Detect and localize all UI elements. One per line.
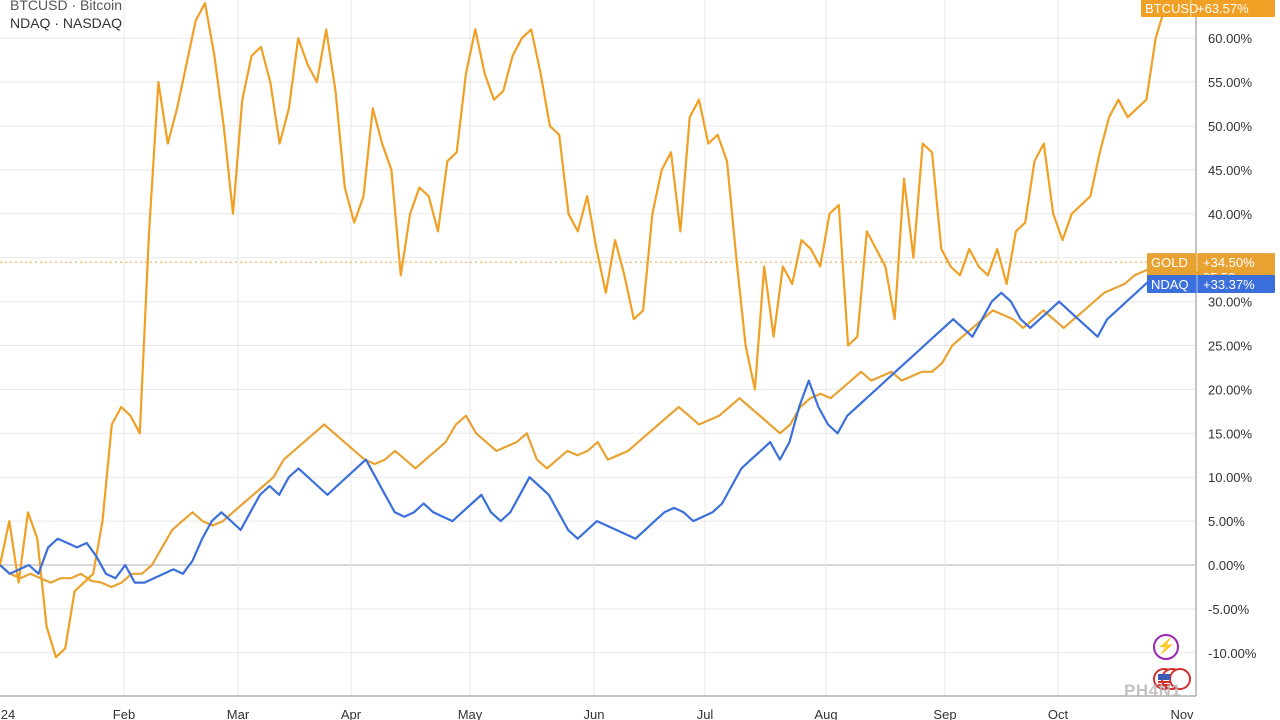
legend-btc: BTCUSD · Bitcoin (10, 0, 123, 13)
y-tick-label: 15.00% (1208, 426, 1253, 441)
bolt-icon[interactable]: ⚡ (1153, 634, 1179, 660)
series-line-gold (0, 261, 1166, 589)
watermark: PH4N1 (1124, 681, 1182, 700)
y-tick-label: 0.00% (1208, 558, 1245, 573)
series-line-btcusd (0, 1, 1167, 659)
price-tag-value: +63.57% (1197, 1, 1249, 16)
y-tick-label: 10.00% (1208, 470, 1253, 485)
y-tick-label: 50.00% (1208, 119, 1253, 134)
y-tick-label: 45.00% (1208, 163, 1253, 178)
y-tick-label: 40.00% (1208, 207, 1253, 222)
y-tick-label: 5.00% (1208, 514, 1245, 529)
x-tick-label: Jun (584, 707, 605, 720)
legend: BTCUSD · Bitcoin NDAQ · NASDAQ (10, 0, 122, 32)
x-tick-label: Oct (1048, 707, 1069, 720)
y-tick-label: 30.00% (1208, 295, 1253, 310)
y-tick-label: 25.00% (1208, 339, 1253, 354)
price-tag-name: NDAQ (1151, 277, 1189, 292)
price-tag-name: GOLD (1151, 255, 1188, 270)
y-tick-label: 55.00% (1208, 75, 1253, 90)
x-tick-label: May (458, 707, 483, 720)
price-tag-ndaq: NDAQ +33.37% (1147, 275, 1275, 294)
y-tick-label: 20.00% (1208, 382, 1253, 397)
x-tick-label: Feb (113, 707, 135, 720)
x-tick-label: Apr (341, 707, 362, 720)
grid (0, 0, 1196, 696)
x-tick-label: Sep (933, 707, 956, 720)
price-tag-value: +34.50% (1203, 255, 1255, 270)
price-tag-name: BTCUSD (1145, 1, 1198, 16)
x-tick-label: 24 (1, 707, 15, 720)
price-tag-value: +33.37% (1203, 277, 1255, 292)
series-layer (0, 1, 1167, 659)
y-tick-label: -5.00% (1208, 602, 1250, 617)
series-line-ndaq (0, 270, 1166, 584)
x-tick-label: Aug (814, 707, 837, 720)
x-tick-label: Jul (697, 707, 714, 720)
x-tick-label: Mar (227, 707, 250, 720)
x-tick-label: Nov (1170, 707, 1194, 720)
price-tags: BTCUSD+63.57%GOLD+34.50%05:53NDAQ+33.37% (1141, 0, 1275, 294)
price-tag-btcusd: BTCUSD+63.57% (1141, 0, 1275, 17)
us-flag-icon[interactable] (1153, 668, 1191, 690)
legend-ndaq: NDAQ · NASDAQ (10, 15, 123, 31)
y-tick-label: 60.00% (1208, 31, 1253, 46)
y-tick-label: -10.00% (1208, 646, 1257, 661)
